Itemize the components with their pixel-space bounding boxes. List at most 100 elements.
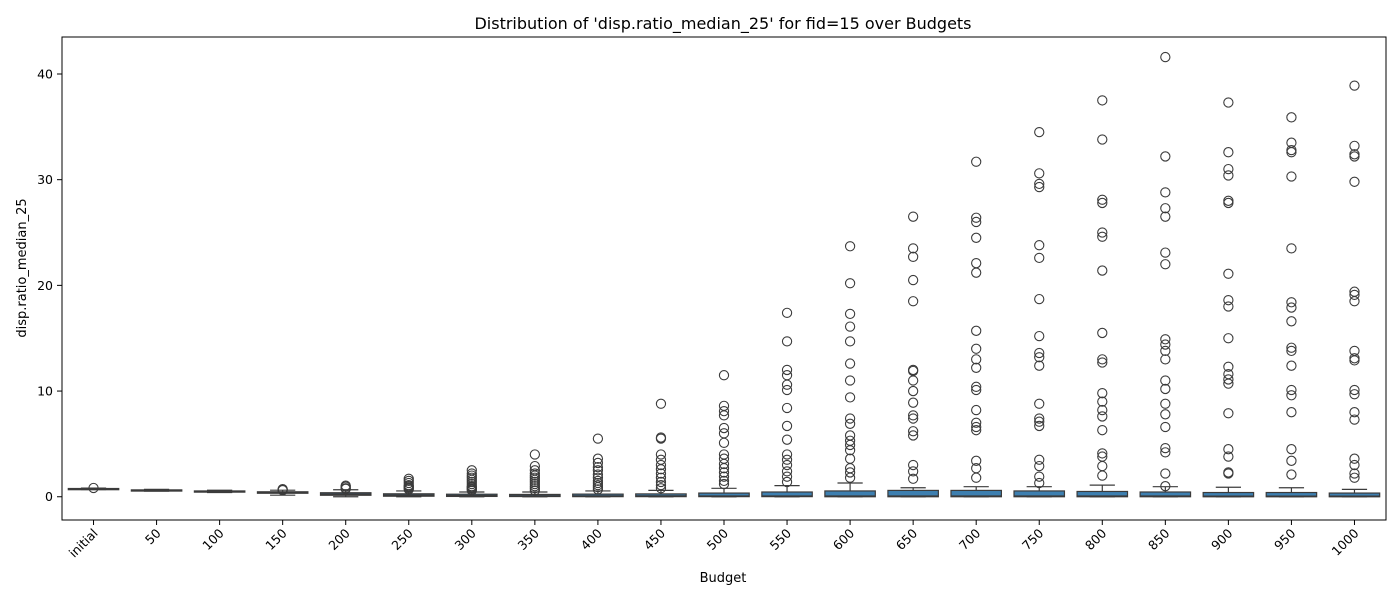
- outlier-point: [781, 379, 793, 390]
- outlier-point: [1097, 354, 1108, 365]
- outlier-point: [844, 278, 856, 289]
- x-tick-label: 900: [1208, 525, 1236, 553]
- outlier-point: [718, 437, 730, 448]
- outlier-point: [1223, 268, 1234, 279]
- outlier-point: [1160, 151, 1171, 162]
- x-tick-label: 1000: [1328, 525, 1361, 558]
- outlier-point: [1034, 413, 1045, 424]
- outlier-point: [844, 308, 856, 320]
- outlier-point: [971, 216, 982, 228]
- outlier-point: [529, 468, 541, 479]
- outlier-point: [1160, 354, 1171, 365]
- outlier-point: [88, 482, 99, 494]
- outlier-point: [1034, 471, 1045, 482]
- outlier-point: [718, 478, 730, 490]
- outlier-point: [971, 421, 982, 433]
- x-tick-label: initial: [66, 526, 101, 561]
- x-tick-label: 100: [199, 525, 227, 553]
- outlier-point: [655, 483, 667, 494]
- outlier-point: [1160, 421, 1171, 433]
- outlier-point: [1097, 265, 1108, 276]
- outlier-point: [971, 455, 982, 466]
- outlier-point: [1097, 451, 1108, 462]
- outlier-point: [971, 354, 982, 365]
- outlier-point: [907, 274, 919, 286]
- outlier-point: [592, 453, 604, 464]
- outlier-point: [781, 420, 793, 432]
- outlier-point: [655, 476, 667, 488]
- outlier-point: [844, 336, 856, 347]
- outlier-point: [844, 453, 856, 464]
- outlier-point: [844, 467, 856, 478]
- outlier-point: [1223, 170, 1234, 181]
- outlier-point: [971, 472, 982, 483]
- outlier-point: [1223, 467, 1234, 478]
- outlier-point: [1349, 289, 1360, 301]
- outlier-point: [1160, 398, 1171, 409]
- outlier-point: [1097, 327, 1108, 339]
- outlier-point: [592, 472, 604, 483]
- outlier-point: [1286, 144, 1297, 156]
- outlier-point: [1223, 295, 1234, 306]
- outlier-point: [1349, 472, 1360, 483]
- x-axis-label: Budget: [700, 571, 747, 586]
- outlier-point: [592, 462, 604, 473]
- outlier-point: [781, 459, 793, 471]
- outlier-point: [781, 434, 793, 445]
- outlier-point: [1160, 247, 1171, 258]
- plot-frame: [61, 36, 1387, 521]
- x-tick-label: 700: [956, 525, 984, 553]
- outlier-point: [1034, 477, 1045, 489]
- outlier-point: [844, 392, 856, 403]
- outlier-point: [1223, 451, 1234, 462]
- outlier-point: [1223, 374, 1234, 385]
- outlier-point: [907, 473, 919, 484]
- outlier-point: [907, 430, 919, 441]
- outlier-point: [655, 459, 667, 471]
- outlier-point: [971, 381, 982, 392]
- outlier-point: [1286, 360, 1297, 371]
- outlier-point: [781, 370, 793, 381]
- outlier-point: [1034, 420, 1045, 432]
- outlier-point: [1286, 316, 1297, 327]
- y-tick-label: 30: [37, 172, 53, 187]
- outlier-point: [907, 459, 919, 471]
- outlier-point: [1286, 444, 1297, 455]
- x-tick-label: 150: [262, 525, 290, 553]
- outlier-point: [971, 325, 982, 336]
- outlier-point: [781, 471, 793, 482]
- outlier-point: [655, 432, 667, 443]
- outlier-point: [1349, 355, 1360, 366]
- outlier-point: [1034, 168, 1045, 179]
- outlier-point: [1097, 227, 1108, 238]
- outlier-point: [1160, 409, 1171, 420]
- outlier-point: [1223, 301, 1234, 312]
- outlier-point: [907, 410, 919, 421]
- outlier-point: [971, 417, 982, 428]
- outlier-point: [718, 453, 730, 464]
- outlier-point: [1286, 297, 1297, 308]
- x-tick-label: 950: [1271, 525, 1299, 553]
- outlier-point: [1097, 396, 1108, 407]
- outlier-point: [971, 258, 982, 269]
- outlier-point: [1223, 163, 1234, 175]
- outlier-point: [1160, 345, 1171, 357]
- x-tick-label: 250: [388, 525, 416, 553]
- outlier-point: [844, 413, 856, 424]
- outlier-point: [1349, 176, 1360, 187]
- y-tick-label: 0: [45, 489, 53, 504]
- outlier-point: [655, 479, 667, 491]
- outlier-point: [1097, 425, 1108, 436]
- outlier-point: [1349, 407, 1360, 418]
- outlier-point: [1286, 342, 1297, 353]
- outlier-point: [340, 480, 351, 491]
- outlier-point: [1160, 447, 1171, 458]
- x-tick-label: 650: [893, 525, 921, 553]
- outlier-point: [529, 460, 541, 472]
- outlier-point: [1286, 171, 1297, 182]
- outlier-point: [844, 430, 856, 441]
- x-tick-label: 350: [515, 525, 543, 553]
- outlier-point: [1160, 383, 1171, 395]
- outlier-point: [1097, 411, 1108, 422]
